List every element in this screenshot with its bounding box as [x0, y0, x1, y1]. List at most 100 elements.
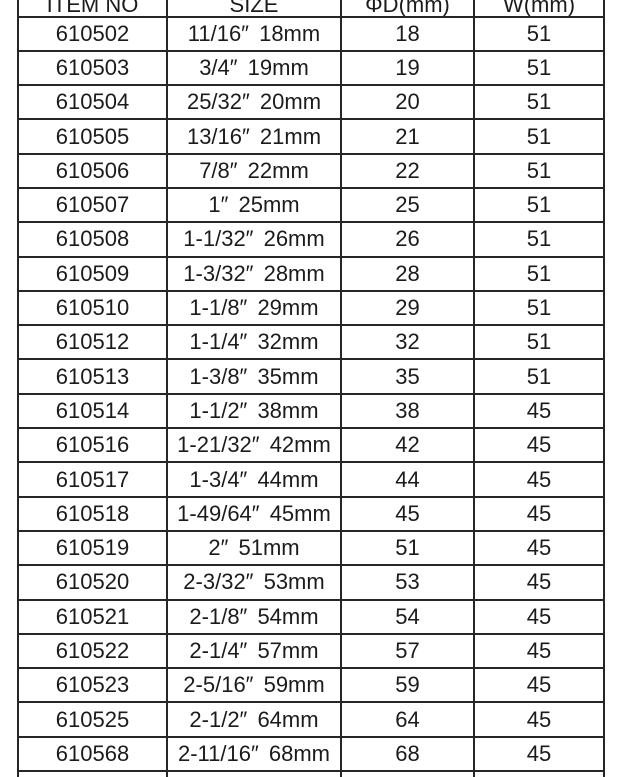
cell-item-no: 610505	[17, 118, 168, 155]
table-row: 610510 1-1/8″ 29mm 29 51	[17, 289, 605, 327]
cell-item-no: 610504	[17, 84, 168, 121]
table-row: 610503 3/4″ 19mm 19 51	[17, 49, 605, 87]
cell-item-no: 610508	[17, 221, 168, 258]
cell-size: 1-49/64″ 45mm	[166, 495, 342, 532]
cell-size: 11/16″ 18mm	[166, 15, 342, 52]
cell-item-no: 610522	[17, 632, 168, 670]
table-row: 610508 1-1/32″ 26mm 26 51	[17, 221, 605, 258]
cell-d-mm: 19	[340, 49, 475, 87]
cell-size: 1-3/4″ 44mm	[166, 461, 342, 498]
cell-size: 1″ 25mm	[166, 186, 342, 224]
cell-item-no: 610502	[17, 15, 168, 52]
cell-w-mm: 45	[473, 735, 605, 773]
cell-d-mm: 21	[340, 118, 475, 155]
cell-size: 2-1/8″ 54mm	[166, 598, 342, 635]
header-item-no: ITEM NO	[17, 0, 168, 18]
cell-item-no: 610509	[17, 255, 168, 292]
cell-w-mm: 45	[473, 598, 605, 635]
cell-w-mm: 45	[473, 427, 605, 464]
table-row: 610504 25/32″ 20mm 20 51	[17, 84, 605, 121]
cell-w-mm: 51	[473, 358, 605, 395]
table-row: 610520 2-3/32″ 53mm 53 45	[17, 564, 605, 601]
cell-d-mm: 64	[340, 701, 475, 738]
cell-d-mm: 57	[340, 632, 475, 670]
cell-d-mm: 20	[340, 84, 475, 121]
header-size: SIZE	[166, 0, 342, 18]
cell-size: 1-1/2″ 38mm	[166, 392, 342, 430]
cell-size: 2-1/2″ 64mm	[166, 701, 342, 738]
cell-size: 25/32″ 20mm	[166, 84, 342, 121]
cell-size: 1-1/8″ 29mm	[166, 289, 342, 327]
cell-size: 13/16″ 21mm	[166, 118, 342, 155]
cell-d-mm: 18	[340, 15, 475, 52]
cell-d-mm: 45	[340, 495, 475, 532]
table-row: 610518 1-49/64″ 45mm 45 45	[17, 495, 605, 532]
cell-size: 1-1/32″ 26mm	[166, 221, 342, 258]
cell-w-mm: 51	[473, 49, 605, 87]
cell-d-mm: 28	[340, 255, 475, 292]
table-row: 610506 7/8″ 22mm 22 51	[17, 152, 605, 189]
cell-d-mm: 35	[340, 358, 475, 395]
table-header: ITEM NO SIZE ΦD(mm) W(mm)	[17, 0, 605, 18]
cell-d-mm: 26	[340, 221, 475, 258]
cell-item-no: 610525	[17, 701, 168, 738]
table-row: 610517 1-3/4″ 44mm 44 45	[17, 461, 605, 498]
cell-size: 1-1/4″ 32mm	[166, 324, 342, 361]
cell-item-no: 610517	[17, 461, 168, 498]
cell-empty	[340, 770, 475, 777]
table-row: 610513 1-3/8″ 35mm 35 51	[17, 358, 605, 395]
cell-item-no: 610521	[17, 598, 168, 635]
cell-w-mm: 45	[473, 495, 605, 532]
cell-d-mm: 38	[340, 392, 475, 430]
cell-d-mm: 22	[340, 152, 475, 189]
table-row: 610509 1-3/32″ 28mm 28 51	[17, 255, 605, 292]
cell-size: 2″ 51mm	[166, 529, 342, 567]
cell-item-no: 610503	[17, 49, 168, 87]
cell-w-mm: 45	[473, 392, 605, 430]
table-row: 610523 2-5/16″ 59mm 59 45	[17, 667, 605, 704]
table-row: 610516 1-21/32″ 42mm 42 45	[17, 427, 605, 464]
table-row: 610505 13/16″ 21mm 21 51	[17, 118, 605, 155]
table-row: 610507 1″ 25mm 25 51	[17, 186, 605, 224]
cell-item-no: 610507	[17, 186, 168, 224]
table-row: 610514 1-1/2″ 38mm 38 45	[17, 392, 605, 430]
cell-item-no: 610568	[17, 735, 168, 773]
cell-w-mm: 51	[473, 324, 605, 361]
table-row: 610568 2-11/16″ 68mm 68 45	[17, 735, 605, 773]
header-d-mm: ΦD(mm)	[340, 0, 475, 18]
cell-d-mm: 59	[340, 667, 475, 704]
table-row: 610525 2-1/2″ 64mm 64 45	[17, 701, 605, 738]
cell-empty	[17, 770, 168, 777]
cell-item-no: 610520	[17, 564, 168, 601]
cell-w-mm: 45	[473, 701, 605, 738]
cell-size: 2-5/16″ 59mm	[166, 667, 342, 704]
cell-item-no: 610516	[17, 427, 168, 464]
cell-d-mm: 54	[340, 598, 475, 635]
cell-size: 1-21/32″ 42mm	[166, 427, 342, 464]
cell-w-mm: 51	[473, 186, 605, 224]
cell-size: 2-3/32″ 53mm	[166, 564, 342, 601]
cell-size: 3/4″ 19mm	[166, 49, 342, 87]
cell-size: 1-3/32″ 28mm	[166, 255, 342, 292]
cell-empty	[166, 770, 342, 777]
header-w-mm: W(mm)	[473, 0, 605, 18]
cell-size: 7/8″ 22mm	[166, 152, 342, 189]
cell-w-mm: 45	[473, 564, 605, 601]
cell-w-mm: 51	[473, 84, 605, 121]
table-row: 610512 1-1/4″ 32mm 32 51	[17, 324, 605, 361]
cell-item-no: 610510	[17, 289, 168, 327]
table-row: 610502 11/16″ 18mm 18 51	[17, 15, 605, 52]
cell-w-mm: 51	[473, 221, 605, 258]
cell-d-mm: 44	[340, 461, 475, 498]
cell-item-no: 610506	[17, 152, 168, 189]
cell-w-mm: 51	[473, 289, 605, 327]
header-row: ITEM NO SIZE ΦD(mm) W(mm)	[17, 0, 605, 18]
cell-d-mm: 68	[340, 735, 475, 773]
cell-w-mm: 51	[473, 15, 605, 52]
cell-size: 2-1/4″ 57mm	[166, 632, 342, 670]
cell-d-mm: 29	[340, 289, 475, 327]
cell-w-mm: 51	[473, 118, 605, 155]
cell-d-mm: 51	[340, 529, 475, 567]
cell-size: 2-11/16″ 68mm	[166, 735, 342, 773]
